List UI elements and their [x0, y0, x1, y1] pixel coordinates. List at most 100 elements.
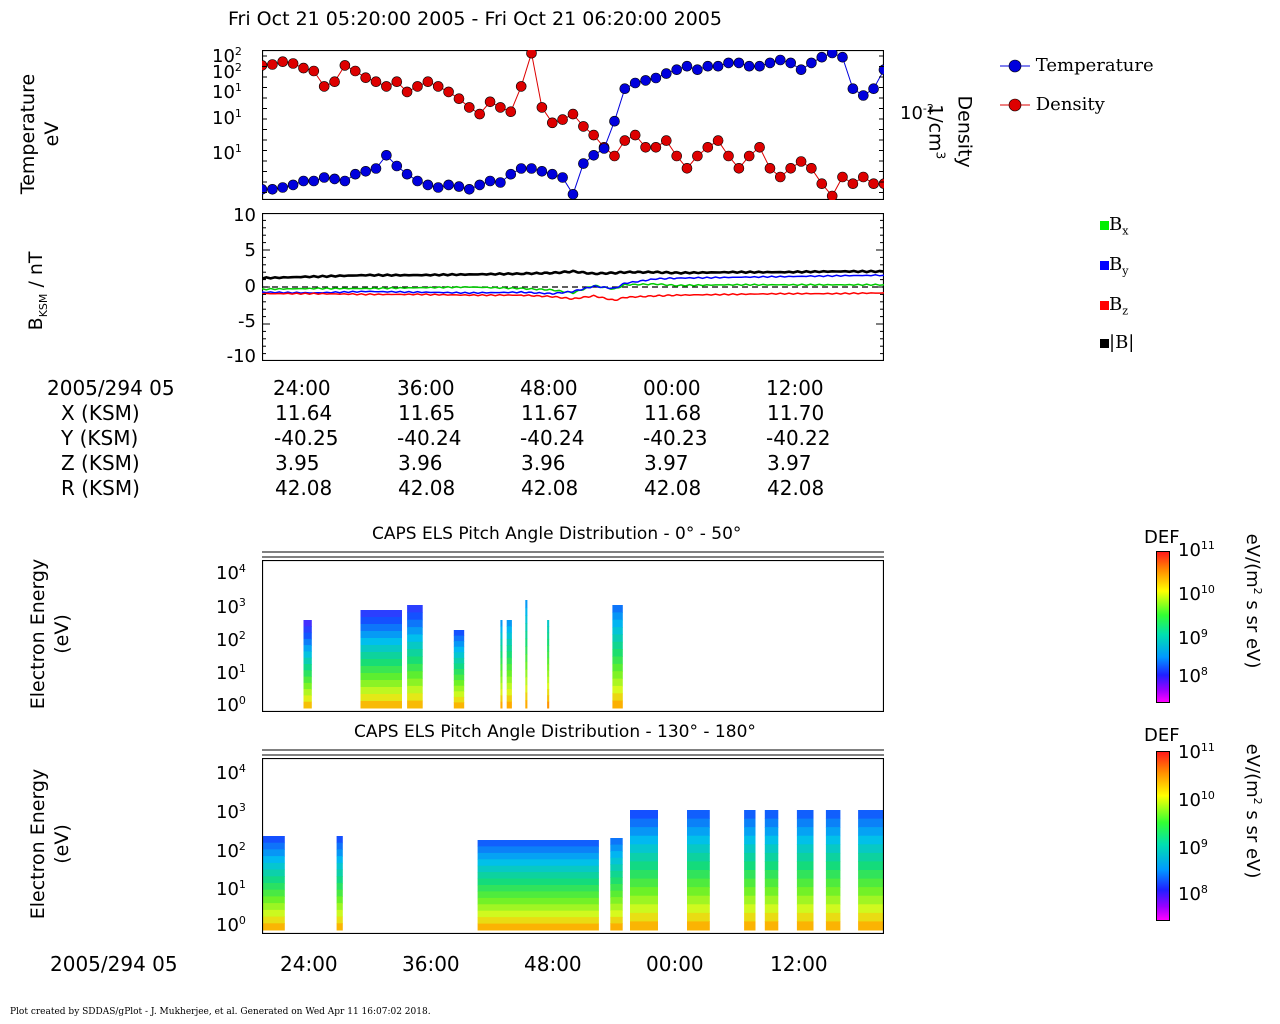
spec2-block-8-row-3 [796, 835, 814, 845]
spec2-block-3-row-7 [610, 884, 623, 892]
spec2-block-6-row-4 [744, 844, 756, 854]
ephem-row-z-label: Z (KSM) [61, 451, 140, 475]
spec2-block-6-row-3 [744, 835, 756, 845]
temperature-point-56 [837, 51, 848, 63]
spec2-block-7-row-5 [764, 852, 779, 862]
density-point-58 [857, 171, 869, 183]
spec2-block-10-row-1 [858, 818, 884, 828]
density-point-19 [453, 93, 465, 105]
spec2-block-9-row-4 [825, 844, 841, 854]
temperature-point-39 [660, 68, 672, 79]
spec2-block-2-row-8 [477, 891, 599, 899]
spec1-block-1-row-10 [360, 680, 402, 688]
spec1-block-1-row-6 [360, 652, 402, 660]
density-point-45 [723, 150, 734, 162]
temperature-label-line1: Temperature [17, 73, 39, 195]
ephem-time-0: 24:00 [273, 376, 331, 400]
density-point-15 [412, 81, 423, 92]
spec1-block-8-row-10 [612, 678, 623, 687]
spec2-block-1-row-6 [336, 876, 343, 884]
spec2-block-10-row-10 [858, 895, 884, 905]
density-point-4 [298, 62, 309, 74]
temperature-point-16 [422, 179, 434, 191]
spec2-block-3-row-10 [610, 903, 623, 911]
density-point-50 [774, 171, 786, 183]
spec2-block-1-row-0 [336, 836, 343, 844]
spec2-ytick-1e1: 101 [216, 878, 246, 900]
spec1-block-4-row-2 [500, 632, 503, 640]
temp-ytick-2: 101 [212, 81, 242, 103]
spec2-block-2-row-1 [477, 846, 599, 854]
spec2-block-10-row-2 [858, 827, 884, 837]
spec2-block-5-row-7 [687, 870, 710, 880]
ephem-y-0: -40.25 [274, 426, 339, 450]
temperature-point-37 [640, 75, 651, 86]
colorbar-1-gradient [1156, 551, 1170, 703]
spec2-block-10-row-4 [858, 844, 884, 854]
temperature-point-29 [557, 172, 568, 183]
legend-density: Density [1000, 94, 1105, 115]
temperature-point-57 [847, 83, 859, 95]
density-point-46 [733, 163, 745, 174]
bottom-time-4: 12:00 [770, 952, 828, 976]
spec1-block-8-row-1 [612, 612, 623, 621]
spec1-block-6-row-1 [525, 607, 528, 616]
temperature-point-18 [443, 179, 454, 191]
temperature-point-23 [495, 177, 506, 188]
temperature-point-32 [588, 150, 600, 161]
temperature-point-5 [308, 175, 320, 187]
spec1-block-2-row-4 [407, 634, 423, 643]
spec2-block-6-row-6 [744, 861, 756, 871]
density-point-51 [785, 163, 797, 174]
temperature-point-9 [350, 168, 361, 180]
spec2-block-1-row-8 [336, 889, 343, 897]
spec1-block-2-row-7 [407, 656, 423, 665]
colorbar-1-units: eV/(m2 s sr eV) [1242, 533, 1264, 669]
spec1-block-3-row-5 [453, 657, 465, 664]
ephem-time-1: 36:00 [397, 376, 455, 400]
spec1-block-3-row-11 [453, 691, 465, 698]
spec2-ytick-1e3: 103 [216, 801, 246, 823]
temperature-point-31 [578, 158, 589, 169]
temperature-point-40 [671, 64, 683, 76]
spec1-block-6-row-0 [525, 600, 528, 609]
density-point-31 [578, 121, 589, 132]
temperature-point-0 [262, 184, 268, 195]
spec2-block-9-row-3 [825, 835, 841, 845]
density-point-13 [391, 76, 403, 88]
spec1-block-4-row-9 [500, 676, 503, 684]
temperature-point-35 [619, 83, 631, 95]
spec2-block-1-row-1 [336, 842, 343, 850]
density-point-2 [277, 56, 289, 67]
temperature-point-19 [453, 181, 465, 192]
series-bmag-line [262, 269, 884, 280]
ephem-z-1: 3.96 [398, 451, 443, 475]
spec2-block-4-row-2 [630, 827, 658, 837]
temperature-point-20 [464, 184, 475, 195]
spec1-block-8-row-7 [612, 656, 623, 665]
ephem-row-x-label: X (KSM) [61, 401, 140, 425]
density-point-40 [671, 150, 683, 162]
spec1-block-8-row-6 [612, 649, 623, 657]
spec2-block-8-row-1 [796, 818, 814, 828]
ephem-y-2: -40.24 [520, 426, 585, 450]
temperature-point-28 [546, 168, 558, 180]
spec2-block-1-row-4 [336, 862, 343, 871]
density-point-48 [754, 142, 765, 153]
spec1-block-5-row-5 [506, 651, 512, 659]
spec2-block-2-row-13 [477, 923, 599, 931]
spectrogram-1-title-rule [262, 551, 884, 558]
ephem-time-3: 00:00 [643, 376, 701, 400]
spec2-block-9-row-0 [825, 810, 841, 820]
spec1-block-8-row-4 [612, 634, 623, 643]
spec1-block-0-row-2 [303, 632, 312, 640]
spec1-block-7-row-11 [547, 689, 550, 696]
spec2-block-1-row-13 [336, 923, 343, 931]
spec1-block-6-row-5 [525, 638, 528, 647]
spec1-block-6-row-12 [525, 692, 528, 701]
spec2-label-line2: (eV) [51, 824, 73, 864]
spec1-block-2-row-9 [407, 671, 423, 680]
spec1-block-7-row-0 [547, 620, 550, 627]
spec1-block-0-row-10 [303, 682, 312, 690]
spec2-block-9-row-5 [825, 852, 841, 862]
